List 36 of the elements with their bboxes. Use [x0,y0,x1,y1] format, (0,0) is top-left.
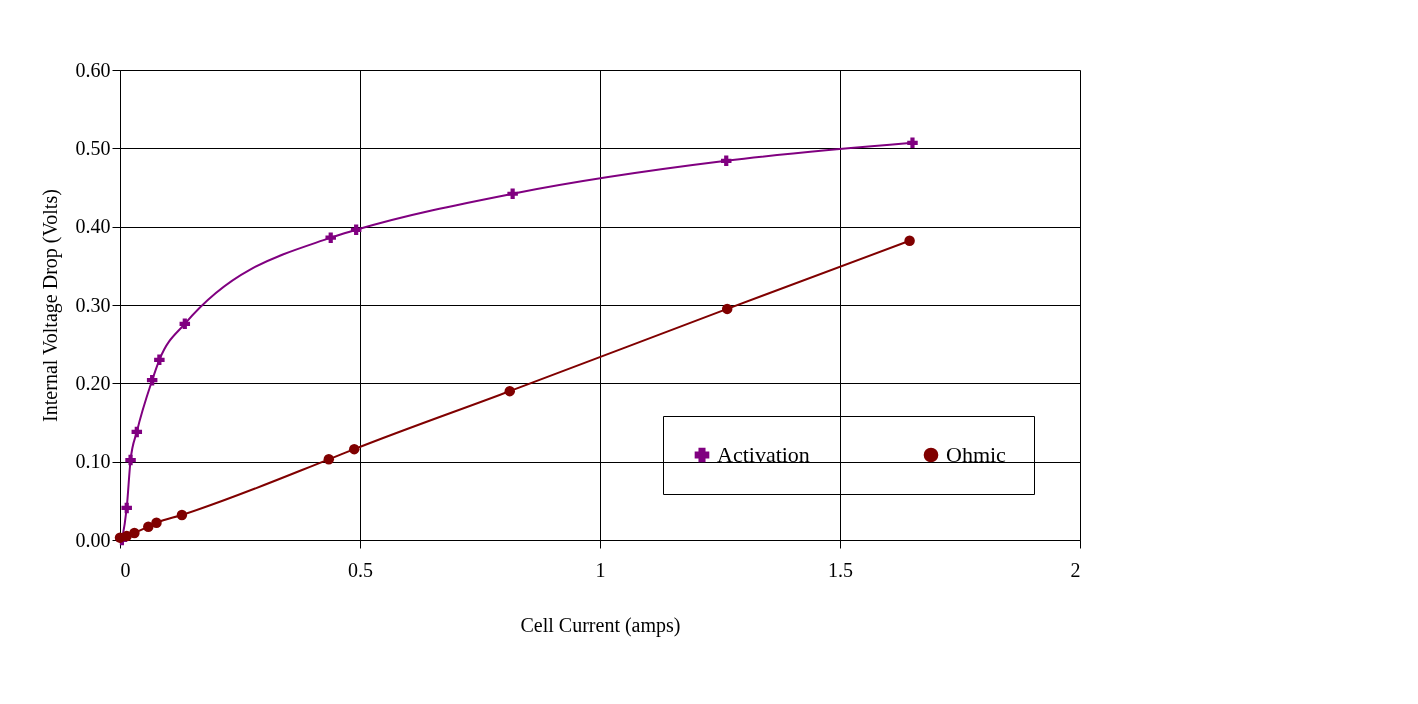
point [907,137,918,149]
point [507,188,518,200]
legend-label: Ohmic [946,442,1007,467]
legend-label: Activation [717,442,810,467]
y-axis-title: Internal Voltage Drop (Volts) [38,189,62,422]
y-tick-label: 0.30 [75,293,111,316]
point [129,527,140,539]
point [323,454,335,465]
point [504,385,515,397]
point [146,374,158,386]
point [176,509,188,521]
point [143,521,154,532]
y-tick-label: 0.40 [75,215,111,238]
x-axis-title: Cell Current (amps) [520,613,681,637]
y-tick-label: 0.50 [75,136,111,159]
y-tick-label: 0.10 [75,450,111,473]
x-tick-label: 1.5 [828,558,853,581]
point [131,426,143,438]
point [721,155,732,167]
point [179,318,191,330]
point [325,232,336,243]
point [904,235,915,246]
x-tick-label: 0 [120,558,131,581]
point [349,443,360,455]
point [721,303,733,315]
x-tick-label: 0.5 [348,558,373,581]
point [350,224,362,236]
y-tick-label: 0.60 [75,58,111,81]
x-tick-label: 2 [1070,558,1081,581]
point [154,354,165,366]
point [125,454,136,466]
y-tick-label: 0.00 [75,528,111,551]
y-tick-label: 0.20 [75,371,111,394]
point [121,502,132,514]
x-tick-label: 1 [595,558,606,581]
point [151,517,162,528]
